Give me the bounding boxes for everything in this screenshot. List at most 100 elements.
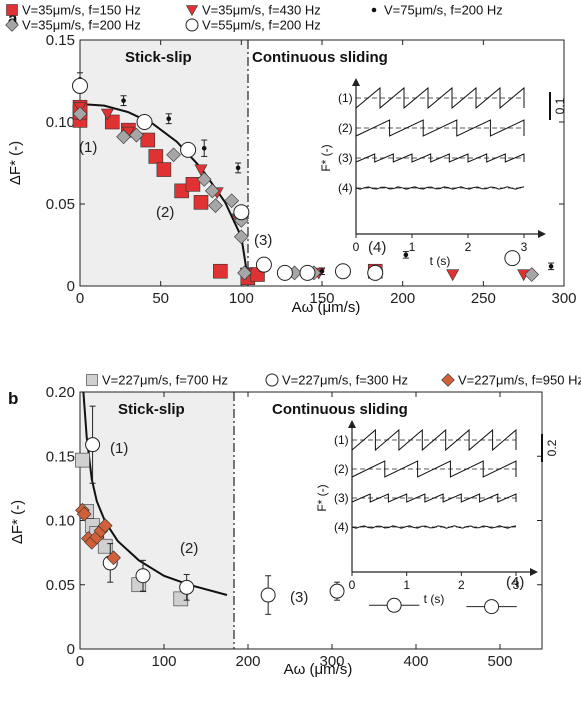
panel-b-region-right-label: Continuous sliding — [272, 401, 408, 418]
inset-row-label: (3) — [338, 151, 353, 165]
panel-b-legend: V=227μm/s, f=700 Hz V=227μm/s, f=300 Hz V=… — [86, 373, 581, 388]
data-point — [224, 193, 239, 209]
x-tick-label: 100 — [229, 290, 254, 307]
data-point — [235, 165, 241, 171]
panel-a-data — [72, 72, 555, 286]
data-point — [446, 269, 460, 282]
panel-a: a V=35μm/s, f=150 Hz V=35μm/s, f=430 Hz V=… — [5, 3, 577, 316]
inset-trace — [351, 525, 517, 529]
inset-row-label: (2) — [334, 462, 349, 476]
panel-b-inset: 0 1 2 3 t (s) F* (-) 0.2 (1) (2) (3) (4) — [315, 420, 559, 606]
panel-a-xlabel: Aω (μm/s) — [292, 299, 361, 316]
y-tick-label: 0.05 — [46, 577, 75, 594]
y-tick-label: 0 — [67, 278, 75, 295]
data-point — [319, 268, 325, 274]
data-point — [194, 164, 208, 177]
data-point — [140, 132, 156, 148]
y-tick-label: 0.15 — [46, 448, 75, 465]
data-point — [193, 195, 209, 210]
inset-scale-label: 0.1 — [553, 97, 567, 114]
inset-row-label: (4) — [334, 520, 349, 534]
inset-ylabel: F* (-) — [315, 484, 329, 511]
legend-marker — [5, 18, 19, 32]
inset-row-label: (1) — [334, 433, 349, 447]
data-point — [179, 579, 195, 595]
inset-x-tick-label: 1 — [409, 240, 416, 254]
inset-row-label: (3) — [334, 491, 349, 505]
x-tick-label: 400 — [403, 653, 428, 670]
inset-x-tick-label: 0 — [353, 240, 360, 254]
data-point — [329, 583, 345, 599]
data-point — [237, 265, 252, 281]
panel-b-label: b — [8, 389, 18, 408]
data-point — [185, 177, 201, 192]
data-point — [299, 264, 316, 281]
data-point — [97, 538, 113, 554]
x-tick-label: 200 — [390, 290, 415, 307]
inset-x-arrow — [538, 230, 546, 238]
data-point — [548, 264, 554, 269]
panel-a-point-label-3: (3) — [254, 232, 272, 249]
panel-a-fit-curve — [79, 103, 248, 269]
x-tick-label: 50 — [152, 290, 169, 307]
legend-label: V=227μm/s, f=300 Hz — [282, 373, 408, 388]
panel-a-point-label-4: (4) — [368, 239, 386, 256]
inset-trace — [355, 186, 525, 190]
inset-trace — [355, 119, 525, 137]
legend-label: V=75μm/s, f=200 Hz — [384, 3, 503, 18]
legend-marker — [371, 7, 377, 13]
fit-line — [79, 103, 248, 269]
panel-a-ylabel: ΔF* (-) — [7, 141, 24, 185]
inset-ylabel: F* (-) — [319, 144, 333, 171]
data-point — [121, 98, 126, 103]
panel-b-point-label-1: (1) — [110, 440, 128, 457]
legend-label: V=35μm/s, f=150 Hz — [22, 3, 141, 18]
panel-a-point-label-1: (1) — [79, 139, 97, 156]
legend-label: V=35μm/s, f=430 Hz — [202, 3, 321, 18]
panel-a-label: a — [8, 9, 18, 28]
data-point — [484, 599, 500, 615]
data-point — [72, 77, 88, 94]
inset-y-arrow — [352, 78, 360, 86]
inset-xlabel: t (s) — [424, 592, 445, 606]
data-point — [116, 129, 131, 145]
y-tick-label: 0.15 — [46, 32, 75, 49]
x-tick-label: 0 — [76, 290, 84, 307]
panel-b: b V=227μm/s, f=700 Hz V=227μm/s, f=300 Hz… — [8, 373, 581, 679]
data-point — [524, 267, 540, 282]
panel-b-point-label-4: (4) — [506, 574, 524, 591]
panel-b-point-label-3: (3) — [290, 589, 308, 606]
inset-x-tick-label: 3 — [521, 240, 528, 254]
legend-marker — [265, 373, 279, 387]
legend-label: V=227μm/s, f=700 Hz — [102, 373, 228, 388]
data-point — [136, 114, 153, 130]
inset-trace — [355, 153, 525, 163]
inset-x-tick-label: 0 — [349, 578, 356, 592]
data-point — [180, 141, 197, 158]
inset-y-arrow — [348, 420, 356, 428]
inset-row-label: (4) — [338, 181, 353, 195]
data-point — [403, 252, 409, 258]
y-tick-label: 0 — [67, 641, 75, 658]
x-tick-label: 300 — [551, 290, 576, 307]
inset-x-tick-label: 3 — [513, 578, 520, 592]
panel-a-point-label-2: (2) — [156, 204, 174, 221]
legend-marker — [185, 5, 199, 17]
data-point — [156, 162, 172, 177]
data-point — [166, 147, 181, 163]
x-tick-label: 500 — [487, 653, 512, 670]
inset-row-label: (2) — [338, 121, 353, 135]
x-tick-label: 0 — [76, 653, 84, 670]
x-tick-label: 100 — [151, 653, 176, 670]
inset-trace — [351, 428, 517, 452]
data-point — [504, 250, 521, 267]
data-point — [255, 256, 272, 273]
data-point — [97, 518, 113, 533]
data-point — [260, 587, 276, 603]
y-tick-label: 0.10 — [46, 513, 75, 530]
data-point — [72, 106, 88, 122]
y-tick-label: 0.20 — [46, 384, 75, 401]
inset-trace — [351, 460, 517, 478]
data-point — [148, 149, 164, 164]
